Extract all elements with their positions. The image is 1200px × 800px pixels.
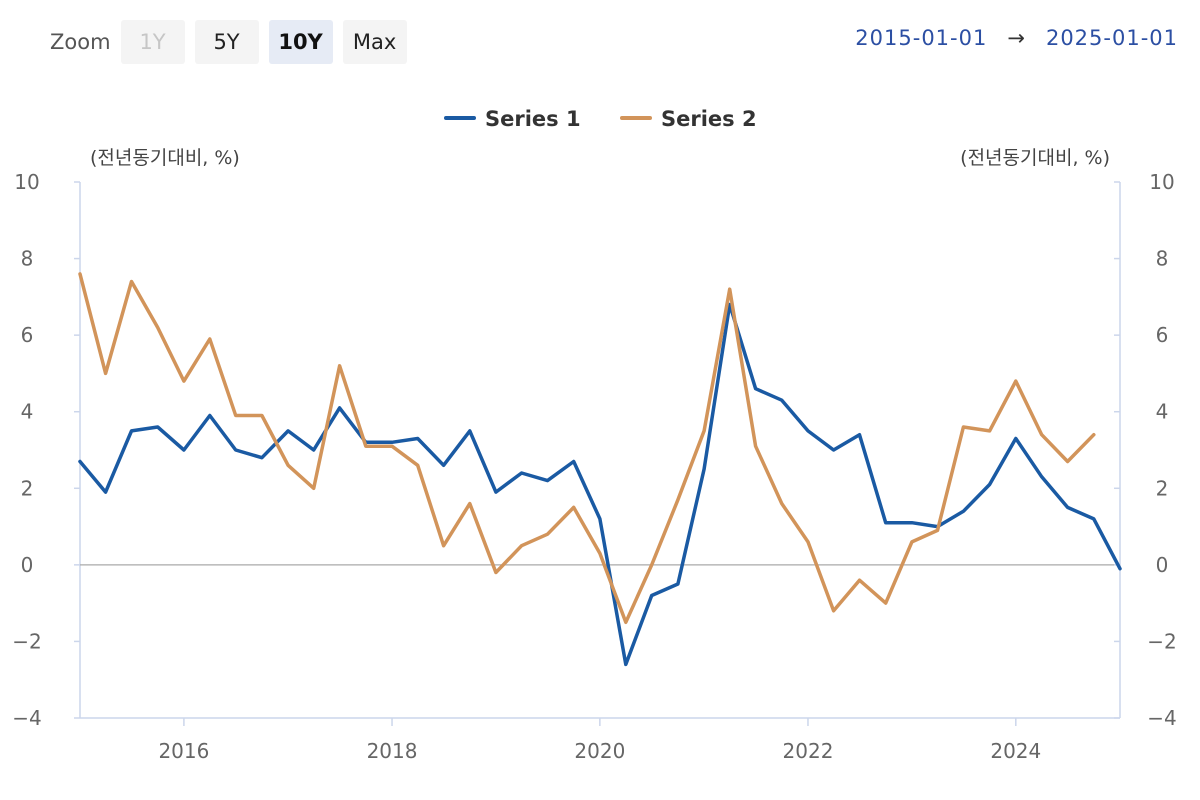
x-tick-label: 2016: [158, 739, 209, 763]
date-range: 2015-01-01 → 2025-01-01: [855, 26, 1178, 50]
zoom-bar: Zoom 1Y 5Y 10Y Max: [50, 20, 417, 64]
range-start-date[interactable]: 2015-01-01: [855, 26, 988, 50]
y-tick-label-left: 0: [21, 553, 34, 577]
y-tick-label-left: 10: [14, 170, 39, 194]
y-tick-label-right: 10: [1149, 170, 1174, 194]
y-tick-label-right: −2: [1147, 629, 1176, 653]
series-line-1[interactable]: [78, 302, 1122, 667]
x-tick-label: 2020: [574, 739, 625, 763]
legend-label-1[interactable]: Series 1: [485, 107, 581, 131]
y-tick-label-right: 8: [1156, 247, 1169, 271]
zoom-5y-button[interactable]: 5Y: [194, 20, 259, 64]
zoom-10y-button[interactable]: 10Y: [268, 20, 333, 64]
legend-label-2[interactable]: Series 2: [661, 107, 757, 131]
right-axis-unit: (전년동기대비, %): [960, 147, 1110, 169]
y-tick-label-left: −2: [12, 629, 41, 653]
left-axis-unit: (전년동기대비, %): [90, 147, 240, 169]
y-tick-label-right: 6: [1156, 323, 1169, 347]
chart-legend[interactable]: Series 1 Series 2: [444, 107, 757, 131]
chart-series: [78, 272, 1122, 667]
range-arrow-icon: →: [1007, 26, 1026, 50]
zoom-max-button[interactable]: Max: [342, 20, 407, 64]
chart-axes: 10 10 8 8 6 6 4 4 2 2 0 0 −2 −2 −4 −4 2016 2018 2020 2022 20…: [12, 170, 1176, 763]
x-tick-label: 2022: [783, 739, 834, 763]
y-tick-label-right: 0: [1156, 553, 1169, 577]
x-tick-label: 2018: [367, 739, 418, 763]
y-tick-label-left: −4: [12, 706, 41, 730]
series-line-2[interactable]: [78, 272, 1096, 625]
zoom-1y-button: 1Y: [120, 20, 185, 64]
x-tick-label: 2024: [990, 739, 1041, 763]
y-tick-label-left: 2: [21, 476, 34, 500]
y-tick-label-left: 8: [21, 247, 34, 271]
y-tick-label-right: −4: [1147, 706, 1176, 730]
y-tick-label-right: 4: [1156, 400, 1169, 424]
y-tick-label-left: 6: [21, 323, 34, 347]
y-tick-label-left: 4: [21, 400, 34, 424]
range-end-date[interactable]: 2025-01-01: [1045, 26, 1178, 50]
zoom-label: Zoom: [50, 30, 111, 54]
y-tick-label-right: 2: [1156, 476, 1169, 500]
